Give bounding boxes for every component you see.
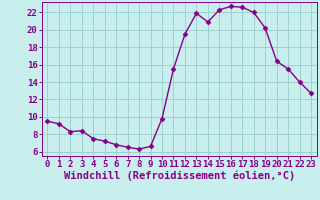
X-axis label: Windchill (Refroidissement éolien,°C): Windchill (Refroidissement éolien,°C): [64, 171, 295, 181]
